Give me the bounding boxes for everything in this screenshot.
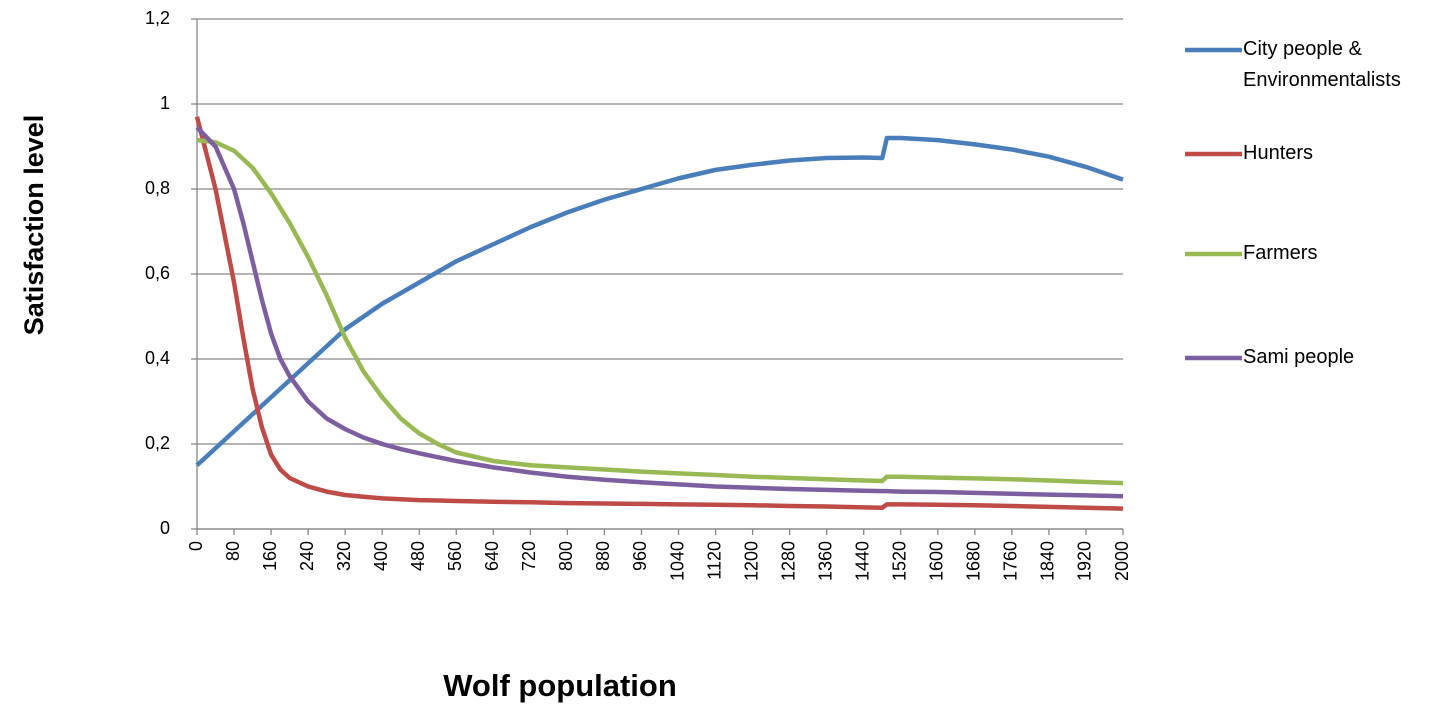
series-line xyxy=(195,125,1124,499)
x-tick-label: 1760 xyxy=(1001,541,1021,581)
x-tick-label: 320 xyxy=(334,541,354,571)
legend-label: Farmers xyxy=(1243,242,1318,264)
x-tick-label: 720 xyxy=(519,541,539,571)
y-axis-title: Satisfaction level xyxy=(19,115,49,336)
x-tick-label: 1840 xyxy=(1038,541,1058,581)
x-tick-label: 2000 xyxy=(1112,541,1132,581)
y-tick-label: 0,6 xyxy=(145,263,170,283)
x-tick-label: 160 xyxy=(260,541,280,571)
x-tick-label: 1360 xyxy=(815,541,835,581)
x-tick-label: 1200 xyxy=(741,541,761,581)
x-tick-label: 640 xyxy=(482,541,502,571)
x-tick-label: 1520 xyxy=(890,541,910,581)
series-line xyxy=(195,135,1124,467)
x-tick-label: 0 xyxy=(186,541,206,551)
y-tick-label: 0 xyxy=(160,518,170,538)
y-tick-label: 0,2 xyxy=(145,433,170,453)
x-tick-label: 1280 xyxy=(778,541,798,581)
x-tick-label: 1040 xyxy=(667,541,687,581)
x-tick-label: 1120 xyxy=(704,541,724,580)
series-line xyxy=(196,137,1124,486)
legend-label: Sami people xyxy=(1243,346,1355,368)
x-tick-label: 800 xyxy=(556,541,576,571)
x-axis-title: Wolf population xyxy=(443,668,677,703)
x-tick-label: 1440 xyxy=(852,541,872,581)
x-tick-label: 400 xyxy=(371,541,391,571)
x-tick-label: 1680 xyxy=(964,541,984,581)
y-tick-label: 0,8 xyxy=(145,178,170,198)
legend-label: Hunters xyxy=(1243,142,1314,164)
x-tick-label: 1920 xyxy=(1075,541,1095,581)
y-tick-label: 1,2 xyxy=(145,8,170,28)
legend-label: City people & Environmentalists xyxy=(1243,38,1401,91)
y-tick-label: 1 xyxy=(160,93,170,113)
x-tick-label: 960 xyxy=(630,541,650,571)
x-tick-label: 480 xyxy=(408,541,428,571)
x-tick-label: 560 xyxy=(445,541,465,571)
x-tick-label: 240 xyxy=(297,541,317,571)
x-tick-label: 1600 xyxy=(927,541,947,581)
series-line xyxy=(194,116,1124,511)
x-tick-label: 80 xyxy=(223,541,243,561)
x-tick-label: 880 xyxy=(593,541,613,571)
y-tick-label: 0,4 xyxy=(145,348,170,368)
